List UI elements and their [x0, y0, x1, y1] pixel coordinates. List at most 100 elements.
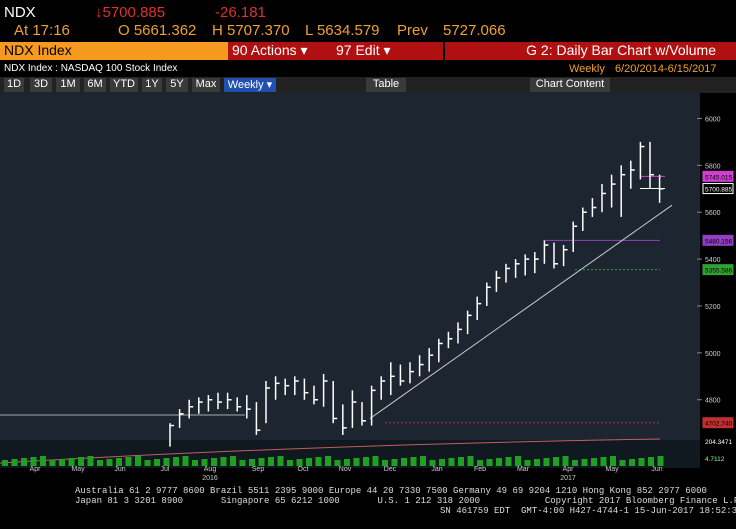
range: 6/20/2014-6/15/2017 [615, 63, 717, 75]
volume-bar [553, 457, 559, 466]
toolbar-button[interactable]: 1Y [142, 78, 162, 92]
level-tag-label: 4702.740 [705, 421, 732, 428]
edit-menu[interactable]: 97 Edit ▾ [336, 42, 391, 58]
toolbar-button[interactable]: 5Y [166, 78, 188, 92]
volume-bar [401, 458, 407, 466]
toolbar-button[interactable]: 1M [56, 78, 80, 92]
x-tick-label: Jul [161, 466, 170, 473]
level-tag [702, 417, 734, 429]
toolbar-button[interactable]: Max [192, 78, 220, 92]
level-tag-label: 5480.156 [705, 238, 732, 245]
toolbar-button[interactable]: 6M [84, 78, 106, 92]
footer-line: Australia 61 2 9777 8600 Brazil 5511 239… [75, 486, 707, 496]
volume-bar [534, 459, 540, 466]
time: At 17:16 [14, 22, 70, 39]
volume-bar [334, 460, 341, 466]
level-tag [702, 183, 734, 195]
volume-bar [30, 457, 37, 466]
footer-line: SN 461759 EDT GMT-4:00 H427-4744-1 15-Ju… [440, 506, 736, 516]
x-tick-label: Sep [252, 466, 265, 473]
button-bar: 1D 3D 1M 6M YTD 1Y 5Y Max Weekly ▾ Table Chart Con… [0, 77, 736, 93]
x-tick-label: Dec [384, 466, 397, 473]
volume-bar [638, 458, 645, 466]
open: O 5661.362 [118, 22, 197, 39]
volume-bar [40, 456, 46, 466]
last-price: ↓5700.885 [95, 4, 166, 21]
low: L 5634.579 [305, 22, 380, 39]
plot-area [0, 93, 700, 468]
volume-bar [182, 456, 189, 466]
level-tag [702, 264, 734, 276]
toolbar-button[interactable]: Chart Content [530, 78, 610, 92]
volume-bar [239, 460, 246, 466]
volume-bar [486, 459, 493, 466]
volume-bar [543, 458, 550, 466]
volume-bar [277, 456, 284, 466]
volume-bar [515, 456, 521, 466]
y-tick-label: 5200 [705, 304, 721, 311]
volume-bar [372, 456, 379, 466]
prev-value: 5727.066 [443, 22, 506, 39]
volume-bar [68, 458, 75, 466]
y-tick-label: 5600 [705, 210, 721, 217]
x-tick-label: Jan [431, 466, 442, 473]
volume-bar [249, 459, 255, 466]
y-tick-label: 4800 [705, 398, 721, 405]
volume-label: 204.3471 [705, 439, 732, 446]
high: H 5707.370 [212, 22, 290, 39]
level-tag [702, 234, 734, 246]
x-tick-label: May [71, 466, 85, 473]
volume-bar [391, 459, 398, 466]
volume-average [0, 438, 661, 464]
volume-bar [591, 458, 597, 466]
volume-bar [163, 458, 170, 466]
actions-menu[interactable]: 90 Actions ▾ [232, 42, 308, 58]
volume-bar [610, 456, 616, 466]
volume-bar [116, 458, 122, 466]
volume-bar [505, 457, 512, 466]
y-tick-label: 5800 [705, 163, 721, 170]
toolbar-button[interactable]: Weekly ▾ [224, 78, 276, 92]
y-tick-label: 5400 [705, 257, 721, 264]
toolbar-button[interactable]: YTD [110, 78, 138, 92]
volume-bar [220, 457, 227, 466]
volume-bar [49, 460, 56, 466]
x-tick-label: Aug [204, 466, 217, 473]
volume-bar [97, 460, 103, 466]
toolbar-button[interactable]: 1D [4, 78, 24, 92]
level-tag-label: 5355.586 [705, 268, 732, 275]
volume-bar [87, 456, 94, 466]
volume-bar [106, 459, 113, 466]
volume-bar [258, 458, 265, 466]
toolbar-button[interactable]: 3D [30, 78, 52, 92]
toolbar-button[interactable]: Table [366, 78, 406, 92]
prev-label: Prev [397, 22, 428, 39]
security-field[interactable]: NDX Index [0, 42, 230, 60]
chart: 4800 5000 5200 5400 5600 5800 6000 Apr May Jun Jul… [0, 93, 734, 482]
volume-bar [59, 459, 65, 466]
volume-bar [657, 456, 664, 466]
volume-bar [572, 460, 578, 466]
volume-bar [467, 456, 474, 466]
volume-bar [135, 456, 141, 466]
volume-bar [420, 456, 426, 466]
volume-bar [287, 460, 293, 466]
volume-bar [382, 460, 388, 466]
volume-label: 4.7112 [705, 456, 725, 463]
period: Weekly [569, 63, 605, 75]
level-tag-label: 5745.015 [705, 174, 732, 181]
volume-bar [201, 459, 208, 466]
volume-bar [496, 458, 502, 466]
x-tick-label: Mar [517, 466, 530, 473]
volume-bar [230, 456, 236, 466]
year-label: 2017 [560, 475, 576, 482]
x-tick-label: Apr [563, 466, 575, 473]
description: NDX Index : NASDAQ 100 Stock Index [4, 63, 178, 74]
x-tick-label: Jun [114, 466, 125, 473]
volume-bar [363, 457, 369, 466]
volume-bar [458, 457, 464, 466]
x-tick-label: May [605, 466, 619, 473]
x-tick-label: Apr [30, 466, 42, 473]
volume-bar [439, 459, 445, 466]
volume-bar [353, 458, 360, 466]
